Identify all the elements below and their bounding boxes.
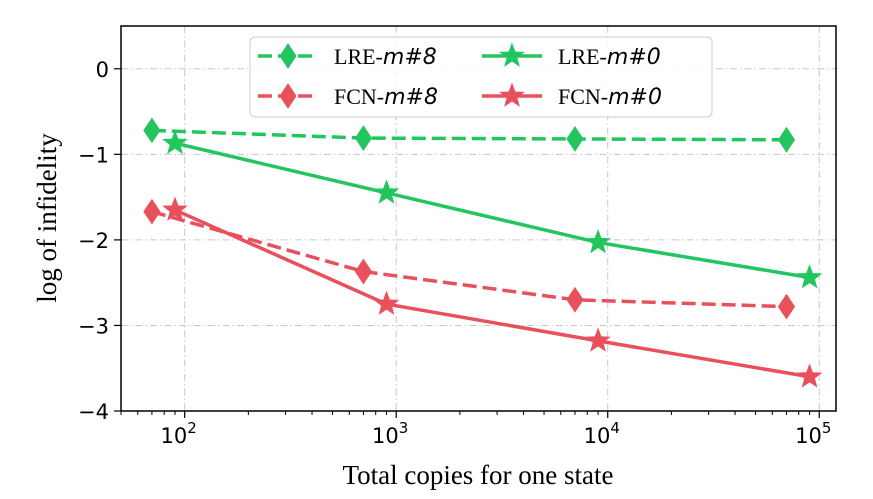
data-point-fcn-m-8 — [354, 258, 373, 285]
legend-label-prefix: FCN- — [334, 84, 384, 109]
data-point-fcn-m-0 — [373, 290, 400, 315]
y-tick-label: −4 — [78, 400, 109, 424]
legend-label-suffix: m#0 — [607, 45, 661, 70]
data-point-lre-m-0 — [162, 129, 188, 155]
x-axis-title: Total copies for one state — [342, 460, 613, 490]
x-tick-label: 102 — [161, 419, 197, 448]
series-line-fcn-m-0 — [174, 208, 810, 379]
legend-label-fcn-m-8: FCN-m#8 — [334, 84, 438, 110]
legend-marker-lre-m-8 — [279, 43, 297, 69]
x-tick-exponent: 3 — [399, 419, 409, 437]
legend-box — [249, 36, 713, 118]
y-tick-label: −1 — [78, 143, 109, 167]
legend-label-lre-m-8: LRE-m#8 — [334, 44, 437, 70]
data-point-fcn-m-8 — [566, 286, 584, 313]
legend-label-lre-m-0: LRE-m#0 — [558, 44, 661, 70]
series-fcn-m-0 — [162, 196, 823, 388]
legend-label-prefix: FCN- — [558, 84, 608, 109]
data-point-lre-m-8 — [566, 126, 584, 152]
data-point-lre-m-0 — [585, 229, 611, 254]
legend-label-suffix: m#0 — [608, 85, 662, 110]
legend-item-fcn-m-8: FCN-m#8 — [258, 83, 438, 110]
x-tick-label: 105 — [795, 419, 831, 448]
data-point-lre-m-0 — [373, 179, 400, 204]
legend-item-lre-m-8: LRE-m#8 — [258, 43, 437, 70]
legend-item-lre-m-0: LRE-m#0 — [482, 42, 661, 70]
x-tick-exponent: 2 — [187, 419, 197, 437]
legend-marker-lre-m-0 — [499, 42, 525, 67]
legend-item-fcn-m-0: FCN-m#0 — [482, 82, 662, 110]
data-point-lre-m-8 — [143, 117, 161, 144]
y-tick-label: −3 — [78, 314, 109, 338]
data-point-fcn-m-0 — [585, 327, 611, 352]
x-tick-base: 10 — [161, 424, 188, 448]
data-point-fcn-m-0 — [162, 196, 188, 221]
x-tick-base: 10 — [584, 424, 611, 448]
legend-label-suffix: m#8 — [383, 45, 437, 70]
x-tick-exponent: 4 — [610, 419, 620, 437]
data-point-fcn-m-8 — [777, 293, 796, 320]
series-fcn-m-8 — [143, 198, 796, 320]
x-tick-base: 10 — [372, 424, 399, 448]
data-point-fcn-m-0 — [796, 363, 823, 388]
data-point-lre-m-8 — [777, 126, 796, 153]
x-tick-label: 104 — [584, 419, 620, 448]
y-tick-label: 0 — [96, 58, 109, 82]
legend-marker-fcn-m-0 — [499, 82, 525, 107]
legend-label-prefix: LRE- — [334, 44, 383, 69]
legend-label-suffix: m#8 — [384, 85, 438, 110]
series-line-lre-m-8 — [151, 128, 787, 142]
series-line-lre-m-0 — [174, 141, 810, 280]
series-line-fcn-m-8 — [151, 209, 787, 309]
x-tick-base: 10 — [795, 424, 822, 448]
y-tick-label: −2 — [78, 229, 109, 253]
legend-label-prefix: LRE- — [558, 44, 607, 69]
data-point-lre-m-8 — [354, 125, 373, 151]
legend-label-fcn-m-0: FCN-m#0 — [558, 84, 662, 110]
data-series — [143, 117, 823, 388]
x-tick-label: 103 — [372, 419, 408, 448]
plot-area-frame — [120, 25, 837, 412]
series-lre-m-0 — [162, 129, 823, 289]
legend-marker-fcn-m-8 — [279, 83, 297, 109]
y-axis-title: log of infidelity — [32, 133, 62, 303]
data-point-lre-m-0 — [796, 264, 823, 289]
data-point-fcn-m-8 — [143, 198, 161, 225]
series-lre-m-8 — [143, 117, 796, 153]
x-tick-exponent: 5 — [822, 419, 832, 437]
